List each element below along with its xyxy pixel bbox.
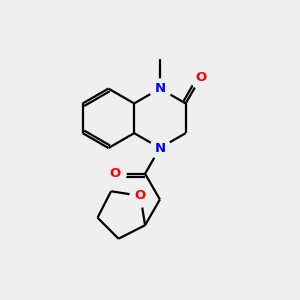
Text: N: N	[154, 82, 166, 95]
Text: O: O	[195, 71, 206, 84]
Text: O: O	[110, 167, 121, 180]
Text: N: N	[154, 142, 166, 154]
Text: O: O	[135, 189, 146, 203]
